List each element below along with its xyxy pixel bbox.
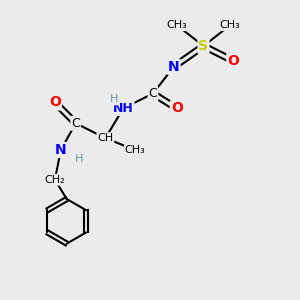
- Text: H: H: [74, 154, 83, 164]
- Text: C: C: [148, 87, 157, 100]
- Text: O: O: [49, 95, 61, 110]
- Text: C: C: [71, 117, 80, 130]
- Text: CH₂: CH₂: [45, 175, 65, 185]
- Text: H: H: [110, 94, 118, 104]
- Text: CH: CH: [98, 133, 113, 143]
- Text: N: N: [55, 143, 67, 157]
- Text: N: N: [168, 60, 180, 74]
- Text: CH₃: CH₃: [125, 145, 146, 155]
- Text: CH₃: CH₃: [167, 20, 187, 30]
- Text: O: O: [171, 101, 183, 116]
- Text: S: S: [199, 39, 208, 53]
- Text: O: O: [227, 54, 239, 68]
- Text: CH₃: CH₃: [220, 20, 241, 30]
- Text: NH: NH: [113, 102, 134, 115]
